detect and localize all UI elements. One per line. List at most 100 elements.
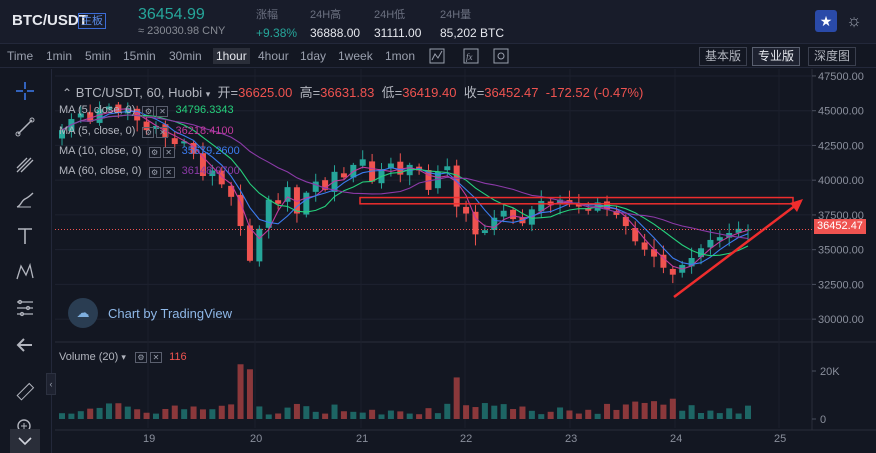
ruler-icon[interactable] xyxy=(12,379,38,405)
close-icon[interactable]: ✕ xyxy=(162,166,175,178)
tf-5min[interactable]: 5min xyxy=(85,49,112,63)
fibonacci-icon[interactable] xyxy=(12,295,38,321)
time-label: Time xyxy=(7,49,34,63)
candle-body xyxy=(481,230,488,234)
pitchfork-icon[interactable] xyxy=(12,151,38,177)
volume-bar xyxy=(350,411,357,419)
close-icon[interactable]: ✕ xyxy=(150,352,163,363)
tradingview-watermark[interactable]: ☁ Chart by TradingView xyxy=(68,298,232,328)
fx-indicators-icon[interactable]: fx xyxy=(462,47,480,65)
candle-body xyxy=(359,159,366,166)
scroll-down-icon[interactable] xyxy=(10,429,40,453)
candle-body xyxy=(105,106,112,110)
close-icon[interactable]: ✕ xyxy=(162,146,175,158)
stat-value: +9.38% xyxy=(256,26,298,40)
tf-1hour[interactable]: 1hour xyxy=(213,48,250,64)
ma-settings-buttons[interactable]: ⚙ ✕ xyxy=(148,146,179,158)
volume-bar xyxy=(622,404,629,419)
tf-1day[interactable]: 1day xyxy=(300,49,327,63)
depth-chart-button[interactable]: 深度图 xyxy=(808,47,857,66)
gear-icon[interactable]: ⚙ xyxy=(148,146,161,158)
low-value: 36419.40 xyxy=(402,85,457,100)
indicator-chart-icon[interactable] xyxy=(428,47,446,65)
ma-settings-buttons[interactable]: ⚙ ✕ xyxy=(142,126,172,138)
timeframe-toolbar: Time 1min 5min 15min 30min 1hour 4hour 1… xyxy=(0,45,876,68)
volume-bar xyxy=(566,410,573,419)
crosshair-icon[interactable] xyxy=(12,78,38,104)
ma-legend-row[interactable]: MA (5, close, 0) ⚙ ✕ 34796.3343 xyxy=(59,104,234,117)
stat-label: 24H量 xyxy=(440,9,472,21)
pattern-svg xyxy=(16,262,34,280)
tf-1week[interactable]: 1week xyxy=(338,49,373,63)
volume-bar xyxy=(406,413,413,419)
candle-body xyxy=(340,173,347,178)
version-basic-button[interactable]: 基本版 xyxy=(699,47,748,66)
volume-bar xyxy=(199,409,206,419)
legend-dropdown-icon[interactable]: ▾ xyxy=(205,89,211,99)
fx-icon-svg: fx xyxy=(463,48,479,64)
volume-value: 116 xyxy=(169,351,187,363)
volume-bar xyxy=(472,407,479,419)
stat-24h-volume: 24H量 85,202 BTC xyxy=(440,6,504,40)
tf-4hour[interactable]: 4hour xyxy=(258,49,289,63)
pair-name: BTC/USDT xyxy=(12,12,88,29)
ma-settings-buttons[interactable]: ⚙ ✕ xyxy=(148,166,179,178)
settings-gear-icon[interactable] xyxy=(492,47,510,65)
tradingview-logo-icon: ☁ xyxy=(68,298,98,328)
legend-title: BTC/USDT, 60, Huobi xyxy=(75,85,203,100)
ma-settings-buttons[interactable]: ⚙ ✕ xyxy=(142,105,172,117)
last-price: 36454.99 xyxy=(138,6,205,23)
open-label: 开= xyxy=(217,85,239,100)
stat-label: 24H高 xyxy=(310,9,342,21)
ma-legend-row[interactable]: MA (5, close, 0) ⚙ ✕ 36218.4100 xyxy=(59,125,234,138)
candle-body xyxy=(322,180,329,190)
ma-legend-row[interactable]: MA (10, close, 0) ⚙ ✕ 35679.2600 xyxy=(59,145,240,158)
gear-icon[interactable]: ⚙ xyxy=(142,105,155,117)
price-tick-label: 40000.00 xyxy=(818,175,864,187)
favorite-star-icon[interactable]: ★ xyxy=(815,10,837,32)
stat-value: 31111.00 xyxy=(374,26,422,40)
volume-bar xyxy=(96,407,103,419)
price-tick-label: 30000.00 xyxy=(818,314,864,326)
tf-1min[interactable]: 1min xyxy=(46,49,73,63)
volume-bar xyxy=(105,403,112,419)
candle-body xyxy=(585,207,592,211)
brush-icon[interactable] xyxy=(12,187,38,213)
volume-bar xyxy=(481,403,488,419)
back-arrow-icon[interactable] xyxy=(12,332,38,358)
pattern-icon[interactable] xyxy=(12,259,38,285)
close-icon[interactable]: ✕ xyxy=(156,105,169,117)
text-tool-icon[interactable] xyxy=(12,223,38,249)
volume-bar xyxy=(246,369,253,419)
ma-name: MA (60, close, 0) xyxy=(59,165,142,177)
gear-icon[interactable]: ⚙ xyxy=(134,352,147,363)
candle-body xyxy=(651,249,658,257)
collapse-toolbar-button[interactable]: ‹ xyxy=(46,373,56,395)
gear-icon[interactable]: ⚙ xyxy=(148,166,161,178)
theme-toggle-icon[interactable]: ☼ xyxy=(846,11,862,30)
volume-bar xyxy=(218,405,225,419)
candle-body xyxy=(613,211,620,215)
moving-average-line xyxy=(61,114,749,240)
volume-settings-buttons[interactable]: ⚙ ✕ xyxy=(134,351,163,363)
volume-legend[interactable]: Volume (20) ▾ ⚙ ✕ 116 xyxy=(59,351,187,363)
trend-line-icon[interactable] xyxy=(12,114,38,140)
tf-15min[interactable]: 15min xyxy=(123,49,156,63)
time-tick-label: 19 xyxy=(143,433,155,445)
candle-body xyxy=(181,141,188,144)
price-tick-label: 42500.00 xyxy=(818,140,864,152)
volume-bar xyxy=(745,405,751,419)
legend-collapse-icon[interactable]: ⌃ xyxy=(62,86,73,100)
candle-body xyxy=(171,138,178,145)
version-pro-button[interactable]: 专业版 xyxy=(752,47,801,66)
close-icon[interactable]: ✕ xyxy=(156,126,169,138)
ma-legend-row[interactable]: MA (60, close, 0) ⚙ ✕ 36148.9700 xyxy=(59,165,240,178)
volume-bar xyxy=(303,406,310,419)
candle-body xyxy=(190,142,197,154)
volume-dropdown-icon[interactable]: ▾ xyxy=(121,352,126,362)
tf-1mon[interactable]: 1mon xyxy=(385,49,416,63)
candle-body xyxy=(96,109,103,123)
gear-icon[interactable]: ⚙ xyxy=(142,126,155,138)
tf-30min[interactable]: 30min xyxy=(169,49,202,63)
